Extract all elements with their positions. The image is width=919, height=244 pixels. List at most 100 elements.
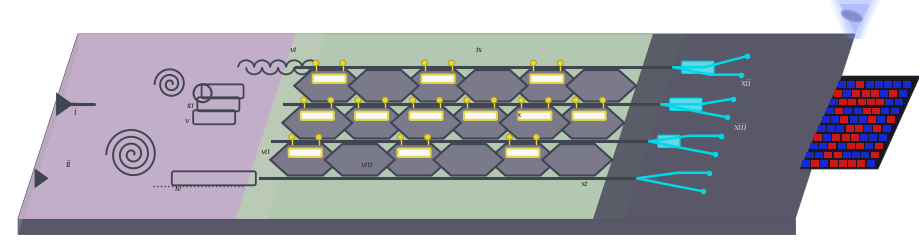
FancyBboxPatch shape <box>289 149 322 157</box>
Circle shape <box>599 97 605 103</box>
FancyBboxPatch shape <box>463 112 496 120</box>
Bar <box>845 125 853 132</box>
Circle shape <box>327 97 334 103</box>
Bar <box>853 108 861 114</box>
Polygon shape <box>18 34 854 219</box>
Bar <box>871 108 879 114</box>
Text: xi: xi <box>580 180 587 188</box>
Bar <box>885 99 892 105</box>
FancyBboxPatch shape <box>397 149 430 157</box>
Polygon shape <box>800 76 919 169</box>
Polygon shape <box>499 107 569 139</box>
Text: xii: xii <box>741 79 751 88</box>
Bar <box>846 81 854 88</box>
Bar <box>843 90 850 97</box>
Polygon shape <box>445 107 515 139</box>
Text: x: x <box>516 111 521 119</box>
FancyBboxPatch shape <box>312 75 346 83</box>
FancyBboxPatch shape <box>573 112 605 120</box>
Circle shape <box>397 134 403 140</box>
Bar <box>859 134 868 141</box>
Bar <box>862 108 870 114</box>
Text: v: v <box>185 117 189 125</box>
Bar <box>852 90 859 97</box>
Bar <box>886 116 893 123</box>
Text: iv: iv <box>175 185 182 193</box>
Bar <box>829 99 837 105</box>
Bar <box>854 125 862 132</box>
Polygon shape <box>541 144 611 175</box>
Circle shape <box>312 60 319 66</box>
Bar <box>833 152 841 158</box>
Bar <box>872 125 880 132</box>
Circle shape <box>533 134 539 140</box>
Bar <box>801 160 809 167</box>
Circle shape <box>491 97 496 103</box>
FancyBboxPatch shape <box>409 112 442 120</box>
Bar <box>829 160 836 167</box>
Bar <box>883 81 891 88</box>
Bar <box>847 99 856 105</box>
Bar <box>868 134 877 141</box>
Bar <box>894 99 902 105</box>
FancyBboxPatch shape <box>529 75 562 83</box>
Polygon shape <box>831 0 877 39</box>
Text: vii: vii <box>260 148 270 156</box>
FancyBboxPatch shape <box>355 112 388 120</box>
Circle shape <box>436 97 442 103</box>
Bar <box>858 116 866 123</box>
Bar <box>874 143 881 149</box>
Bar <box>805 152 813 158</box>
Polygon shape <box>270 144 340 175</box>
Bar <box>851 152 859 158</box>
Polygon shape <box>828 0 880 39</box>
Bar <box>837 143 845 149</box>
Bar <box>813 134 821 141</box>
Polygon shape <box>433 144 503 175</box>
Text: viii: viii <box>361 161 373 169</box>
Text: ix: ix <box>475 47 482 54</box>
Bar <box>870 90 878 97</box>
Bar <box>882 125 890 132</box>
Polygon shape <box>294 70 364 102</box>
Bar <box>838 99 846 105</box>
Circle shape <box>424 134 430 140</box>
Bar <box>892 81 901 88</box>
Text: ii: ii <box>66 160 72 169</box>
Bar <box>875 99 883 105</box>
Bar <box>866 160 874 167</box>
Bar <box>809 143 817 149</box>
Bar <box>834 90 841 97</box>
Bar <box>834 108 842 114</box>
Bar <box>857 99 865 105</box>
Polygon shape <box>834 0 874 39</box>
Bar <box>861 90 868 97</box>
Bar <box>866 99 874 105</box>
Bar <box>902 81 910 88</box>
Text: iii: iii <box>186 102 194 110</box>
Bar <box>823 152 832 158</box>
FancyBboxPatch shape <box>657 135 679 147</box>
Bar <box>874 81 882 88</box>
Bar <box>826 125 834 132</box>
Bar <box>868 116 875 123</box>
Polygon shape <box>282 107 352 139</box>
Bar <box>863 125 871 132</box>
Bar <box>856 81 864 88</box>
Bar <box>890 108 898 114</box>
Polygon shape <box>379 144 448 175</box>
Polygon shape <box>336 107 406 139</box>
Bar <box>898 90 905 97</box>
Bar <box>835 125 844 132</box>
Polygon shape <box>18 34 78 234</box>
Polygon shape <box>553 107 623 139</box>
Circle shape <box>355 97 361 103</box>
Polygon shape <box>18 219 794 234</box>
Polygon shape <box>56 92 73 116</box>
Polygon shape <box>235 34 684 219</box>
Bar <box>828 143 835 149</box>
Bar <box>823 134 830 141</box>
Bar <box>846 143 854 149</box>
Polygon shape <box>487 144 557 175</box>
Bar <box>865 143 872 149</box>
